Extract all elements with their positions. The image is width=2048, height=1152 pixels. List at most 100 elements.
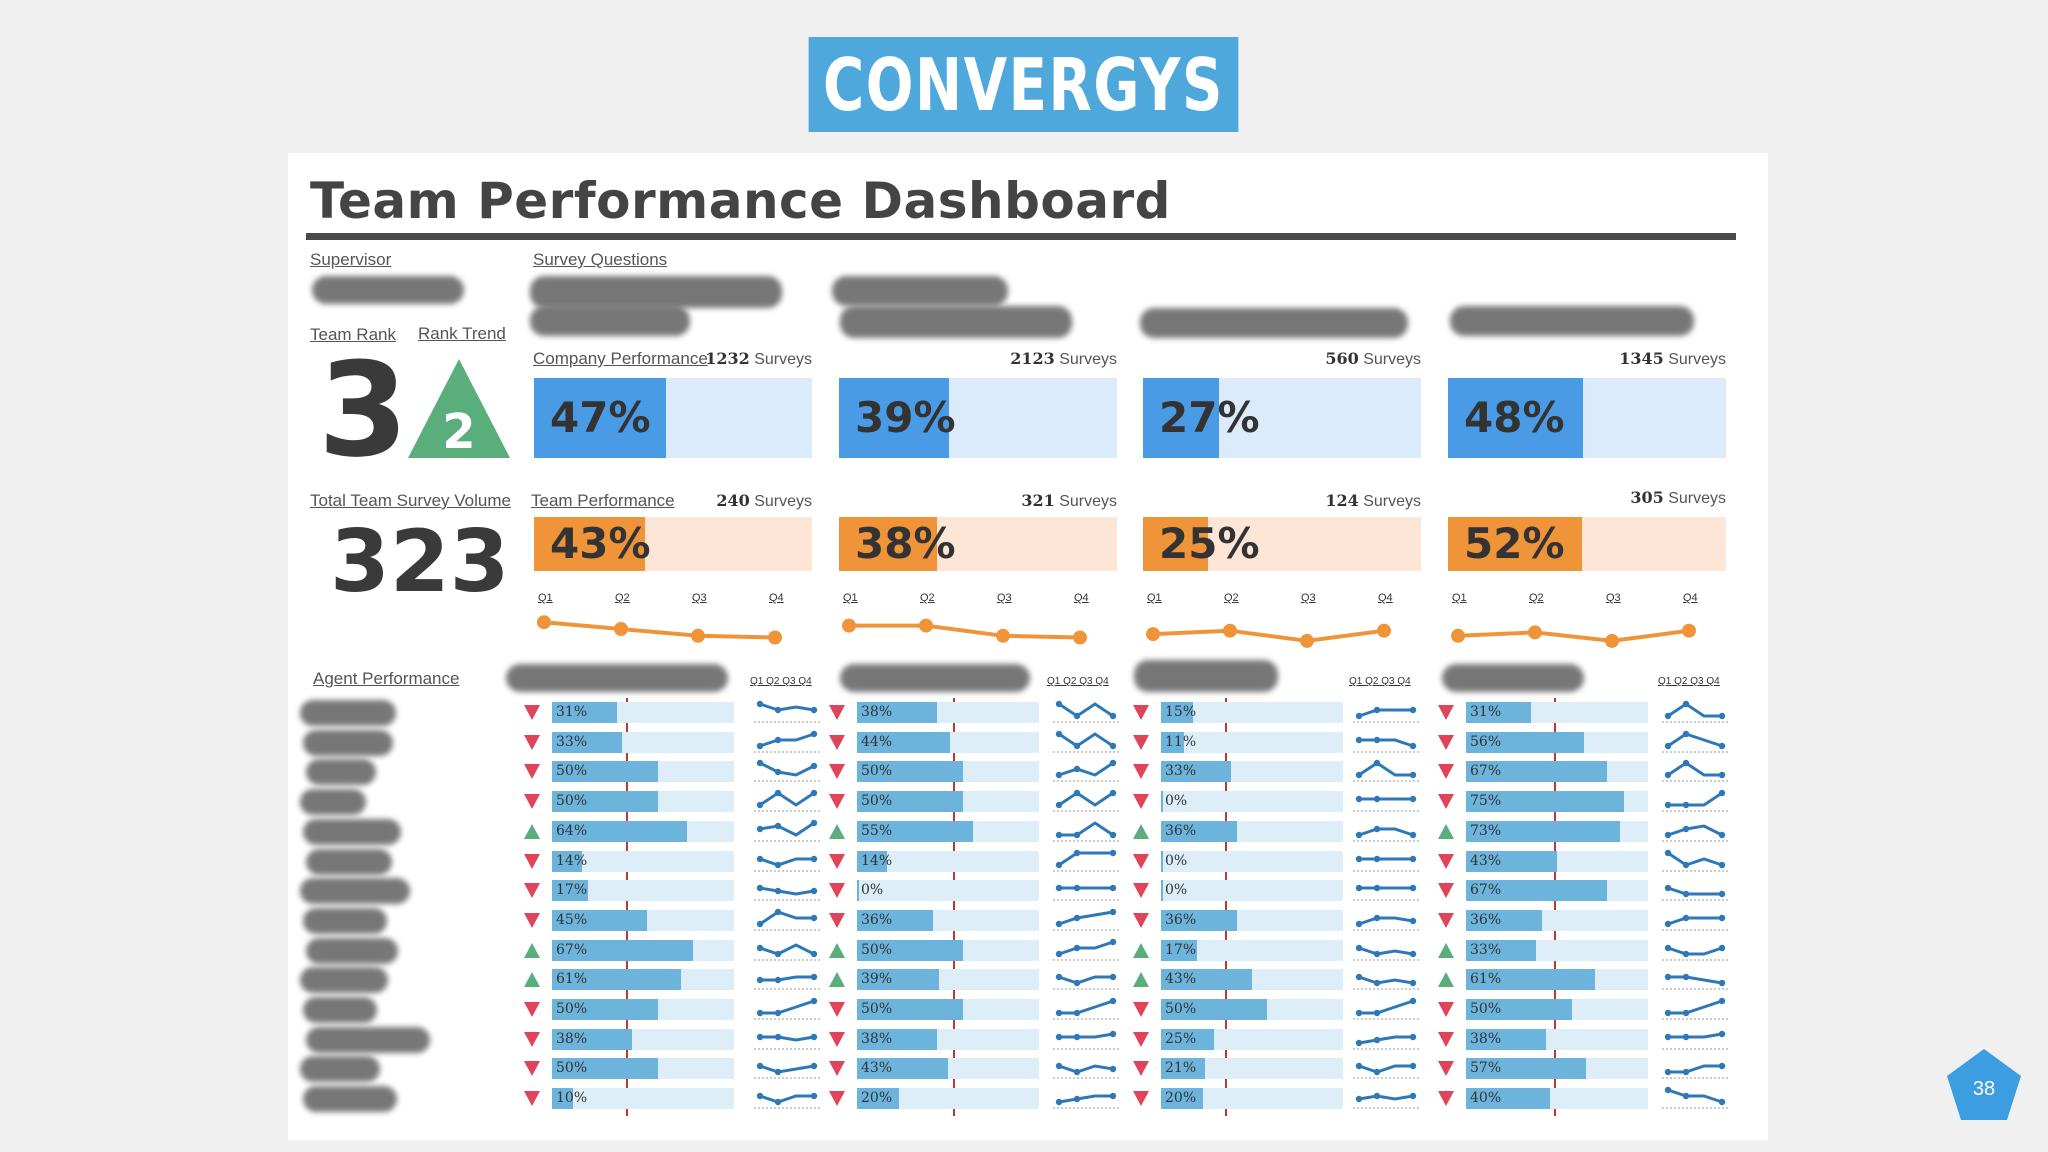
sparkline-point xyxy=(1409,831,1417,838)
team-surveys-number: 124 xyxy=(1325,491,1359,510)
agent-bar-fill xyxy=(1466,880,1608,902)
agent-sparkline xyxy=(1662,760,1728,782)
sparkline-point xyxy=(810,855,818,862)
trend-up-icon xyxy=(1133,823,1149,839)
sparkline-point xyxy=(1355,920,1363,928)
agent-percent: 14% xyxy=(861,852,893,869)
agent-percent: 75% xyxy=(1470,793,1502,810)
agent-sparkline xyxy=(1662,997,1728,1020)
sparkline-point xyxy=(1409,855,1417,862)
sparkline-point xyxy=(1409,997,1417,1005)
agent-bar-fill xyxy=(1466,939,1536,961)
sparkline-line xyxy=(1058,940,1114,956)
sparkline-point xyxy=(774,1098,782,1106)
sparkline-line xyxy=(1668,791,1723,807)
sparkline-point xyxy=(1073,1033,1081,1040)
agent-bar-fill xyxy=(552,880,588,902)
agent-percent: 38% xyxy=(556,1030,588,1047)
agent-sparkline xyxy=(1053,730,1119,753)
agent-percent: 61% xyxy=(1470,971,1502,988)
trend-up-icon xyxy=(1438,823,1454,839)
sparkline-point xyxy=(1682,730,1690,737)
sparkline-line xyxy=(1667,916,1722,926)
agent-percent: 50% xyxy=(556,1001,588,1017)
trend-up-icon xyxy=(1133,972,1149,988)
sparkline-point xyxy=(756,760,764,767)
trend-point xyxy=(1528,625,1542,640)
sparkline-point xyxy=(810,789,818,797)
sparkline-point xyxy=(774,1033,782,1040)
company-performance-bar: 27% xyxy=(1143,378,1421,458)
agent-bar-fill xyxy=(857,731,950,753)
sparkline-point xyxy=(1373,1036,1381,1043)
agent-percent: 17% xyxy=(1165,941,1197,958)
sparkline-point xyxy=(1055,1009,1063,1017)
surveys-word: Surveys xyxy=(1668,351,1726,368)
sparkline-point xyxy=(1355,884,1363,892)
page-number-badge: 38 xyxy=(1947,1049,2021,1120)
redacted-question-header xyxy=(840,664,1030,692)
company-performance-label: Company Performance xyxy=(533,349,708,368)
redacted-agent-name xyxy=(306,937,398,964)
agent-percent: 43% xyxy=(861,1060,893,1077)
sparkline-point xyxy=(1109,849,1117,856)
sparkline-point xyxy=(1718,861,1726,868)
trend-down-icon xyxy=(524,705,540,720)
total-volume-label: Total Team Survey Volume xyxy=(310,491,511,510)
trend-down-icon xyxy=(524,1031,540,1047)
trend-down-icon xyxy=(1438,794,1454,810)
sparkline-line xyxy=(1668,999,1723,1015)
sparkline-line xyxy=(759,1064,815,1074)
sparkline-line xyxy=(759,910,814,926)
sparkline-point xyxy=(1073,742,1081,749)
agent-sparkline xyxy=(1353,914,1419,931)
agent-bar-fill xyxy=(1466,850,1557,872)
sparkline-point xyxy=(1682,801,1690,809)
trend-point xyxy=(691,628,705,643)
company-surveys-number: 1232 xyxy=(705,349,750,368)
agent-percent: 31% xyxy=(556,704,588,720)
agent-bar-fill xyxy=(857,880,859,902)
agent-bar-track xyxy=(857,880,1039,902)
sparkline-point xyxy=(1664,1033,1672,1040)
team-performance-value: 25% xyxy=(1159,519,1260,568)
agent-sparkline xyxy=(1053,760,1119,782)
sparkline-point xyxy=(1055,884,1063,892)
trend-down-icon xyxy=(829,1061,845,1077)
agent-bar-track xyxy=(1161,791,1343,813)
sparkline-point xyxy=(1664,712,1672,720)
agent-percent: 0% xyxy=(1165,882,1188,899)
sparkline-point xyxy=(756,801,764,809)
agent-sparkline xyxy=(1053,938,1119,961)
sparkline-point xyxy=(774,789,782,797)
sparkline-point xyxy=(1055,801,1063,809)
sparkline-point xyxy=(1664,801,1672,809)
sparkline-point xyxy=(1073,1095,1081,1103)
agent-bar-fill xyxy=(1161,791,1163,813)
trend-point xyxy=(768,630,782,645)
agent-bar-track xyxy=(857,1088,1039,1110)
agent-percent: 50% xyxy=(556,793,588,810)
redacted-question-text xyxy=(1450,306,1694,336)
agent-sparkline xyxy=(1662,974,1728,990)
sparkline-line xyxy=(1358,1094,1414,1101)
trend-up-icon xyxy=(524,972,540,988)
sparkline-line xyxy=(759,762,815,777)
team-performance-label: Team Performance xyxy=(531,491,675,510)
trend-down-icon xyxy=(1133,734,1149,750)
sparkline-line xyxy=(759,942,815,956)
agent-bar-fill xyxy=(1161,1028,1214,1050)
sparkline-point xyxy=(1355,1095,1363,1103)
agent-bar-fill xyxy=(857,1028,938,1050)
agent-sparkline xyxy=(754,908,820,931)
agent-bar-fill xyxy=(1466,761,1608,783)
trend-down-icon xyxy=(1438,853,1454,869)
sparkline-point xyxy=(1109,1092,1117,1100)
agent-sparkline xyxy=(1053,820,1119,842)
sparkline-quarter-header: Q1 Q2 Q3 Q4 xyxy=(1047,676,1109,687)
agent-sparkline xyxy=(1662,1086,1728,1109)
agent-sparkline xyxy=(1353,736,1419,753)
sparkline-point xyxy=(810,730,818,737)
agent-sparkline xyxy=(1053,1063,1119,1079)
agent-percent: 50% xyxy=(1165,1001,1197,1017)
